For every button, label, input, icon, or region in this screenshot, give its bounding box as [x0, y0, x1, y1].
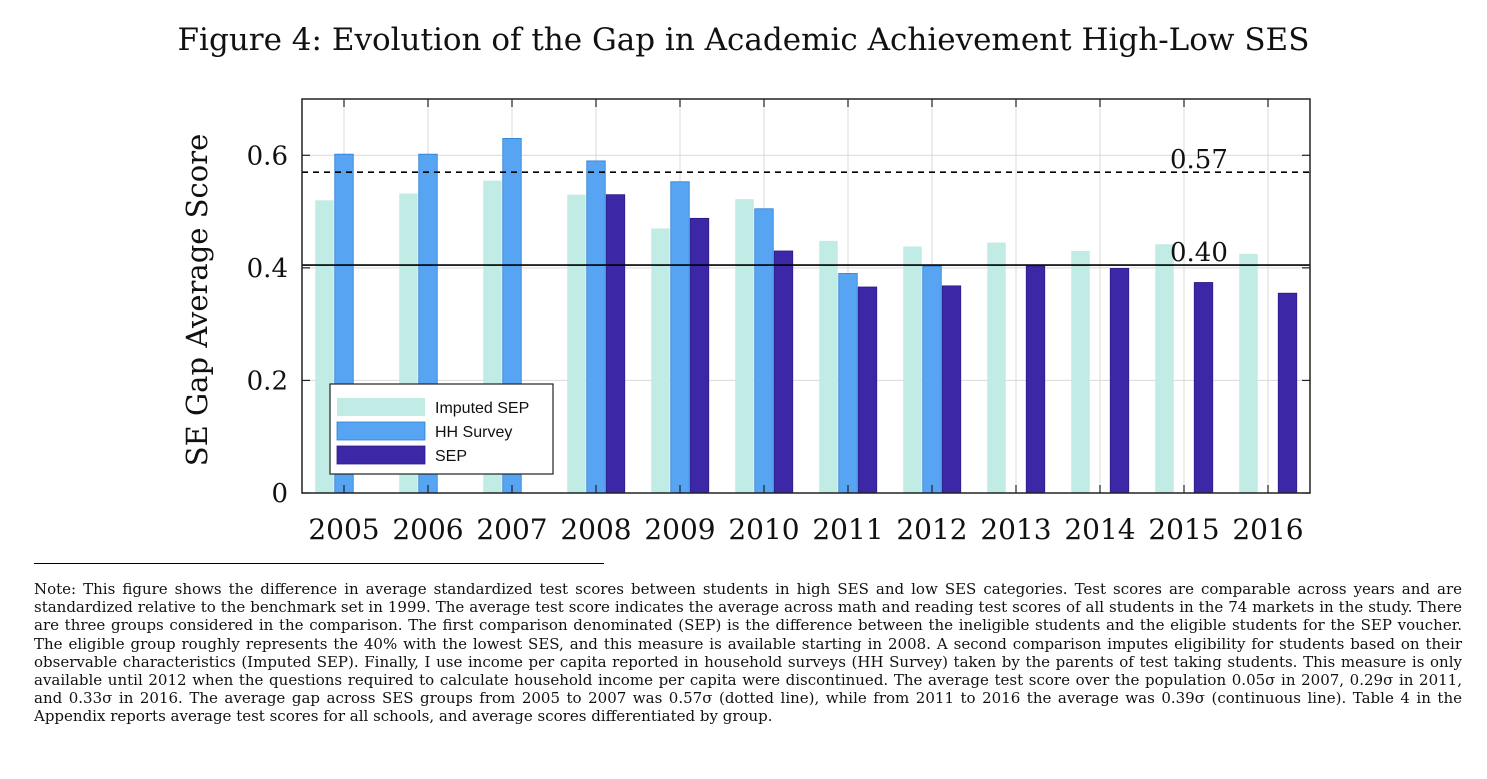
- figure-note: Note: This figure shows the difference i…: [34, 580, 1462, 726]
- bar-imputed-sep-2016: [1239, 253, 1258, 493]
- plot-frame: [301, 98, 1311, 494]
- x-tick-label: 2009: [644, 513, 715, 546]
- bar-sep-2011: [857, 286, 878, 494]
- bar-hh-survey-2010: [754, 208, 774, 494]
- bar-imputed-sep-2010: [735, 199, 754, 493]
- x-tick-label: 2013: [980, 513, 1051, 546]
- x-tick-label: 2010: [728, 513, 799, 546]
- bar-sep-2013: [1025, 265, 1046, 494]
- legend-label-imputed-sep: Imputed SEP: [435, 400, 529, 417]
- reference-label-0.57: 0.57: [1170, 145, 1228, 175]
- bar-imputed-sep-2014: [1071, 250, 1090, 493]
- bar-sep-2015: [1193, 282, 1214, 494]
- bar-imputed-sep-2013: [987, 242, 1006, 493]
- bar-sep-2012: [941, 285, 962, 494]
- bar-imputed-sep-2015: [1155, 244, 1174, 493]
- bar-imputed-sep-2008: [567, 194, 586, 493]
- bar-imputed-sep-2009: [651, 228, 670, 493]
- figure-title: Figure 4: Evolution of the Gap in Academ…: [177, 22, 1310, 58]
- x-tick-label: 2008: [560, 513, 631, 546]
- y-tick-label: 0.4: [247, 254, 288, 284]
- bar-sep-2008: [605, 194, 626, 494]
- bar-sep-2014: [1109, 268, 1130, 494]
- bar-chart: 0.57 0.40 0 0.2 0.4 0.6 2005 2006 2007 2008 2009 2…: [180, 98, 1311, 546]
- bar-sep-2010: [773, 250, 794, 494]
- x-tick-label: 2016: [1232, 513, 1303, 546]
- x-tick-label: 2015: [1148, 513, 1219, 546]
- bar-hh-survey-2009: [670, 181, 690, 494]
- bar-hh-survey-2008: [586, 160, 606, 494]
- legend: Imputed SEP HH Survey SEP: [329, 383, 554, 475]
- y-tick-label: 0.6: [247, 141, 288, 171]
- x-tick-label: 2005: [308, 513, 379, 546]
- legend-label-hh-survey: HH Survey: [435, 424, 512, 441]
- y-tick-label: 0: [271, 479, 288, 509]
- y-tick-label: 0.2: [247, 366, 288, 396]
- bar-hh-survey-2011: [838, 273, 858, 494]
- bar-imputed-sep-2011: [819, 240, 838, 493]
- legend-swatch-sep: [336, 445, 426, 465]
- reference-label-0.40: 0.40: [1170, 238, 1228, 268]
- x-tick-label: 2011: [812, 513, 883, 546]
- note-separator: [34, 563, 604, 564]
- y-axis-label: SE Gap Average Score: [180, 134, 214, 467]
- bar-sep-2009: [689, 217, 710, 494]
- x-tick-label: 2014: [1064, 513, 1135, 546]
- legend-label-sep: SEP: [435, 448, 467, 465]
- legend-swatch-hh-survey: [336, 421, 426, 441]
- axis-layer: 0 0.2 0.4 0.6 2005 2006 2007 2008 2009 2010 2011 20…: [180, 99, 1310, 546]
- bar-imputed-sep-2005: [315, 200, 334, 494]
- bar-sep-2016: [1277, 292, 1298, 494]
- x-tick-label: 2012: [896, 513, 967, 546]
- x-tick-label: 2006: [392, 513, 463, 546]
- legend-swatch-imputed-sep: [337, 398, 425, 416]
- reference-lines: 0.57 0.40: [302, 145, 1310, 268]
- bar-imputed-sep-2012: [903, 246, 922, 493]
- x-tick-label: 2007: [476, 513, 547, 546]
- bar-hh-survey-2012: [922, 265, 942, 494]
